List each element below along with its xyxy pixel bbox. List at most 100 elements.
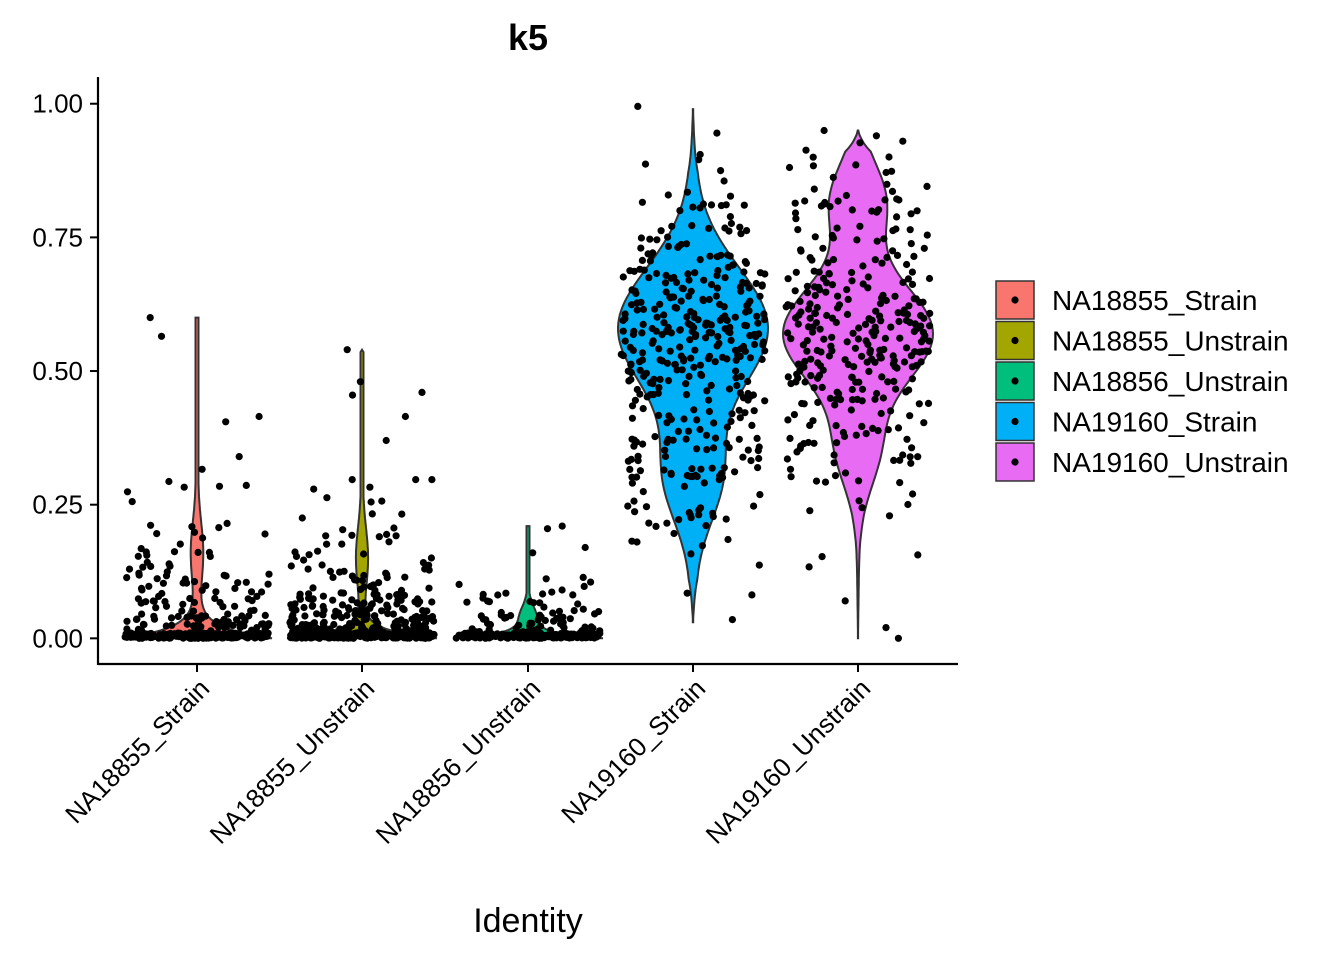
data-point [855,324,863,332]
data-point [231,602,239,610]
data-point [653,236,661,244]
data-point [288,604,296,613]
data-point [161,598,169,606]
data-point [411,598,419,606]
data-point [858,385,867,393]
data-point [621,337,629,345]
data-point [307,595,315,603]
data-point [723,423,732,431]
data-point [852,431,860,439]
data-point [680,357,688,365]
data-point [637,244,645,252]
data-point [858,352,866,360]
data-point [581,543,589,552]
data-point [401,412,409,421]
data-point [300,603,308,612]
data-point [752,279,760,288]
data-point [544,633,552,641]
data-point [354,630,362,639]
data-point [178,607,186,615]
data-point [363,611,371,619]
data-point [393,591,401,599]
data-point [810,185,818,193]
data-point [397,616,405,624]
data-point [330,620,338,629]
data-point [630,497,638,505]
data-point [873,208,881,216]
data-point [802,146,810,154]
data-point [305,551,313,559]
data-point [356,611,364,619]
data-point [237,622,245,631]
data-point [693,445,701,453]
data-point [722,201,730,209]
data-point [920,244,928,252]
data-point [539,590,547,598]
data-point [329,573,337,582]
data-point [787,335,795,343]
data-point [814,398,822,406]
data-point [894,634,903,642]
data-point [641,160,650,168]
data-point [908,280,917,288]
data-point [755,454,763,463]
data-point [642,369,651,377]
data-point [667,415,675,423]
data-point [741,258,749,266]
data-point [890,456,898,464]
data-point [805,563,813,571]
data-point [140,621,148,629]
data-point [218,618,226,626]
data-point [888,167,896,175]
data-point [234,632,242,640]
x-tick-label: NA19160_Unstrain [700,673,877,850]
data-point [223,519,231,528]
legend-point [1011,377,1019,385]
legend-label: NA18856_Unstrain [1052,366,1289,397]
data-point [731,313,739,321]
data-point [664,191,672,199]
data-point [796,367,804,375]
data-point [633,473,641,481]
data-point [834,197,842,205]
data-point [914,551,922,559]
data-point [637,298,645,306]
data-point [682,435,690,443]
data-point [655,345,663,353]
data-point [479,594,487,602]
data-point [724,251,732,259]
data-point [265,620,273,628]
data-point [292,552,301,561]
data-point [645,274,653,282]
data-point [636,366,644,374]
data-point [792,314,800,322]
data-point [702,431,711,439]
data-point [713,342,721,350]
data-point [792,378,800,386]
data-point [834,304,842,312]
data-point [905,302,913,310]
data-point [896,334,904,342]
data-point [639,440,647,448]
data-point [832,422,840,430]
data-point [301,612,309,620]
data-point [923,182,931,190]
data-point [485,626,493,634]
data-point [891,363,899,371]
data-point [816,325,824,333]
data-point [880,235,888,243]
data-point [242,481,250,489]
data-point [628,537,636,545]
data-point [629,346,637,354]
data-point [812,319,821,327]
data-point [253,632,262,640]
data-point [619,327,627,335]
data-point [323,494,331,502]
data-point [696,204,704,212]
data-point [753,434,761,442]
data-point [512,625,520,633]
data-point [418,388,426,396]
data-point [902,344,911,352]
data-point [877,409,885,418]
data-point [222,418,230,426]
